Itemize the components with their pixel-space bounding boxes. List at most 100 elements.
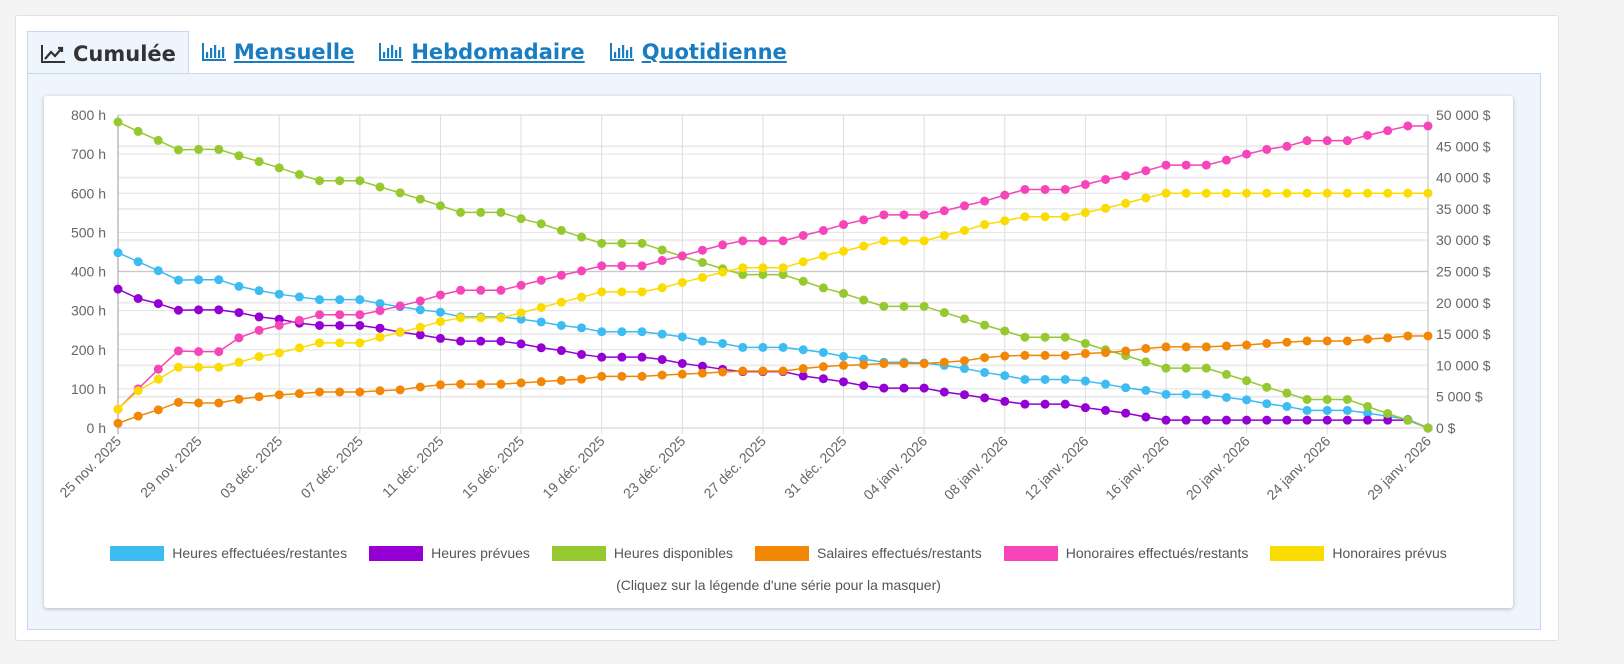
data-point[interactable] [1201,389,1211,399]
data-point[interactable] [254,352,264,362]
tab-hebdomadaire[interactable]: Hebdomadaire [366,31,596,73]
data-point[interactable] [254,157,264,167]
data-point[interactable] [254,286,264,296]
data-point[interactable] [1161,188,1171,198]
data-point[interactable] [395,327,405,337]
data-point[interactable] [859,381,869,391]
data-point[interactable] [718,267,728,277]
data-point[interactable] [1242,149,1252,159]
series-2[interactable] [113,117,1433,433]
data-point[interactable] [375,182,385,192]
data-point[interactable] [1221,369,1231,379]
data-point[interactable] [939,206,949,216]
data-point[interactable] [1201,342,1211,352]
data-point[interactable] [1020,399,1030,409]
data-point[interactable] [577,323,587,333]
data-point[interactable] [516,214,526,224]
data-point[interactable] [1060,350,1070,360]
data-point[interactable] [1101,405,1111,415]
data-point[interactable] [637,371,647,381]
legend-item[interactable]: Heures prévues [369,545,530,561]
data-point[interactable] [1181,160,1191,170]
data-point[interactable] [315,176,325,186]
data-point[interactable] [355,295,365,305]
data-point[interactable] [899,210,909,220]
data-point[interactable] [778,366,788,376]
data-point[interactable] [355,320,365,330]
data-point[interactable] [415,322,425,332]
data-point[interactable] [395,188,405,198]
data-point[interactable] [536,317,546,327]
data-point[interactable] [1201,188,1211,198]
data-point[interactable] [1302,394,1312,404]
data-point[interactable] [637,238,647,248]
data-point[interactable] [516,339,526,349]
data-point[interactable] [435,290,445,300]
data-point[interactable] [1242,395,1252,405]
data-point[interactable] [1020,184,1030,194]
data-point[interactable] [959,390,969,400]
data-point[interactable] [677,369,687,379]
data-point[interactable] [1181,389,1191,399]
series-3[interactable] [113,331,1433,428]
data-point[interactable] [577,266,587,276]
data-point[interactable] [1161,342,1171,352]
data-point[interactable] [375,306,385,316]
data-point[interactable] [1181,342,1191,352]
data-point[interactable] [1161,415,1171,425]
data-point[interactable] [919,210,929,220]
data-point[interactable] [194,347,204,357]
data-point[interactable] [1161,389,1171,399]
data-point[interactable] [879,210,889,220]
data-point[interactable] [214,275,224,285]
data-point[interactable] [1161,363,1171,373]
data-point[interactable] [919,359,929,369]
data-point[interactable] [677,251,687,261]
data-point[interactable] [113,418,123,428]
data-point[interactable] [657,355,667,365]
data-point[interactable] [274,348,284,358]
data-point[interactable] [456,207,466,217]
data-point[interactable] [194,398,204,408]
data-point[interactable] [234,151,244,161]
data-point[interactable] [234,333,244,343]
data-point[interactable] [536,302,546,312]
data-point[interactable] [939,231,949,241]
data-point[interactable] [597,287,607,297]
data-point[interactable] [113,248,123,258]
data-point[interactable] [1020,332,1030,342]
data-point[interactable] [214,362,224,372]
data-point[interactable] [1080,349,1090,359]
data-point[interactable] [1363,334,1373,344]
data-point[interactable] [294,343,304,353]
data-point[interactable] [335,310,345,320]
data-point[interactable] [1282,337,1292,347]
data-point[interactable] [818,225,828,235]
data-point[interactable] [1101,174,1111,184]
data-point[interactable] [153,135,163,145]
data-point[interactable] [577,374,587,384]
data-point[interactable] [1302,336,1312,346]
data-point[interactable] [516,314,526,324]
data-point[interactable] [234,281,244,291]
data-point[interactable] [1242,188,1252,198]
data-point[interactable] [697,336,707,346]
data-point[interactable] [315,338,325,348]
data-point[interactable] [959,225,969,235]
data-point[interactable] [1141,193,1151,203]
data-point[interactable] [1282,388,1292,398]
data-point[interactable] [738,342,748,352]
data-point[interactable] [818,347,828,357]
data-point[interactable] [153,374,163,384]
data-point[interactable] [1282,188,1292,198]
data-point[interactable] [1262,338,1272,348]
data-point[interactable] [294,292,304,302]
data-point[interactable] [274,289,284,299]
legend-item[interactable]: Honoraires effectués/restants [1003,545,1248,561]
data-point[interactable] [1141,357,1151,367]
data-point[interactable] [1262,382,1272,392]
data-point[interactable] [798,257,808,267]
data-point[interactable] [1423,188,1433,198]
data-point[interactable] [315,310,325,320]
data-point[interactable] [435,333,445,343]
